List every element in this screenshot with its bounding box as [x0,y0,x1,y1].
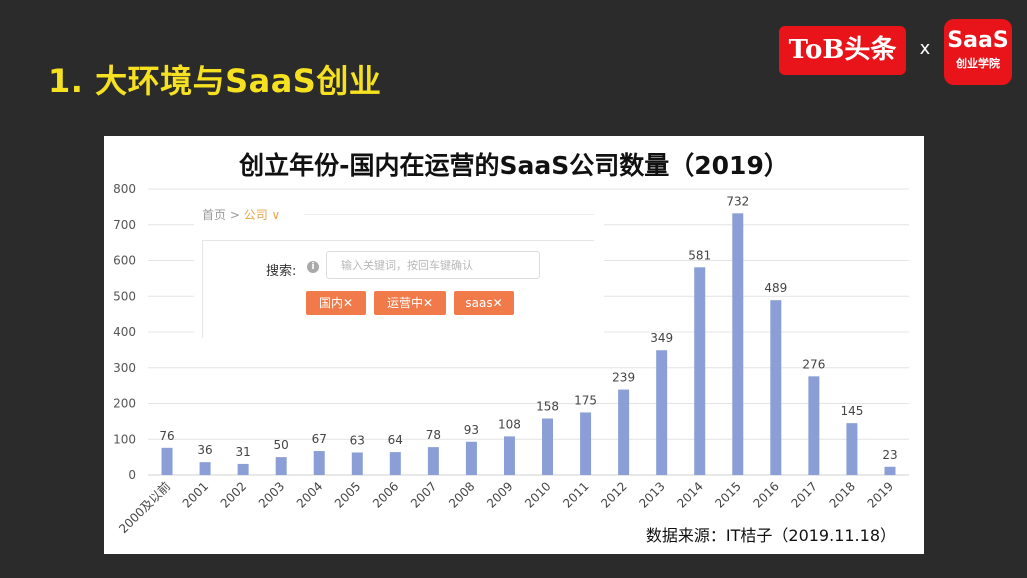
data-label: 76 [159,429,174,443]
bar [161,447,173,475]
bar [580,412,592,475]
bar [542,418,554,475]
tob-logo: ToB头条 [779,26,906,75]
search-input[interactable] [326,251,540,279]
bar [237,463,249,475]
x-tick-label: 2005 [332,479,363,510]
breadcrumb: 首页 > 公司 ∨ [202,206,280,223]
x-tick-label: 2009 [484,479,515,510]
data-label: 31 [235,445,250,459]
y-tick-label: 0 [128,468,136,482]
x-tick-label: 2014 [674,479,705,510]
data-label: 276 [802,357,825,371]
data-label: 145 [840,404,863,418]
x-tick-label: 2011 [560,479,591,510]
saas-logo: SaaS 创业学院 [944,19,1012,85]
x-tick-label: 2004 [294,479,325,510]
x-tick-label: 2007 [408,479,439,510]
y-tick-label: 100 [113,432,136,446]
bar [503,436,515,475]
slide-title: 1. 大环境与SaaS创业 [48,62,382,100]
embedded-search-widget: 首页 > 公司 ∨ 搜索: i 国内✕ 运营中✕ saas✕ [194,198,604,338]
data-label: 108 [498,417,521,431]
bar [808,376,820,475]
data-label: 93 [464,423,479,437]
data-label: 175 [574,393,597,407]
data-source: 数据来源：IT桔子（2019.11.18） [645,526,896,545]
data-label: 158 [536,400,559,414]
data-label: 36 [197,443,212,457]
saas-logo-subtext: 创业学院 [956,57,1000,70]
x-tick-label: 2002 [218,479,249,510]
data-label: 63 [350,433,365,447]
bar [846,423,858,475]
widget-border-left [202,240,203,338]
saas-logo-text: SaaS [947,28,1009,53]
data-label: 581 [688,248,711,262]
x-tick-label: 2000及以前 [115,479,173,537]
bar [884,466,896,475]
widget-border-top [202,240,594,241]
x-tick-label: 2018 [827,479,858,510]
bar [427,447,439,475]
x-tick-label: 2010 [522,479,553,510]
x-tick-label: 2017 [788,479,819,510]
data-label: 349 [650,331,673,345]
breadcrumb-home[interactable]: 首页 > [202,208,240,222]
bar [275,457,287,475]
bar [313,451,325,475]
bar [618,389,630,475]
bar [656,350,668,475]
widget-divider [304,214,594,215]
logo-separator: x [919,38,931,59]
x-tick-label: 2016 [750,479,781,510]
bar [465,441,477,475]
data-label: 67 [312,432,327,446]
x-tick-label: 2001 [180,479,211,510]
bar [770,300,782,475]
data-label: 23 [882,448,897,462]
y-tick-label: 400 [113,325,136,339]
x-tick-label: 2006 [370,479,401,510]
x-tick-label: 2019 [865,479,896,510]
filter-tag-domestic[interactable]: 国内✕ [306,291,366,315]
x-tick-label: 2008 [446,479,477,510]
data-label: 239 [612,371,635,385]
x-tick-label: 2003 [256,479,287,510]
data-label: 732 [726,194,749,208]
data-label: 50 [274,438,289,452]
filter-tag-operating[interactable]: 运营中✕ [374,291,446,315]
bar [351,452,363,475]
data-label: 64 [388,433,403,447]
bar [694,267,706,475]
chart-title: 创立年份-国内在运营的SaaS公司数量（2019） [239,151,789,180]
filter-tag-saas[interactable]: saas✕ [454,291,514,315]
y-tick-label: 200 [113,397,136,411]
data-label: 78 [426,428,441,442]
breadcrumb-current[interactable]: 公司 ∨ [243,208,281,222]
x-tick-label: 2012 [598,479,629,510]
y-tick-label: 700 [113,218,136,232]
bar [389,452,401,475]
bar [732,213,744,475]
search-label: 搜索: [266,264,297,279]
y-tick-label: 800 [113,182,136,196]
y-tick-label: 500 [113,289,136,303]
data-label: 489 [764,281,787,295]
y-tick-label: 600 [113,254,136,268]
info-icon: i [307,261,319,273]
y-tick-label: 300 [113,361,136,375]
bar [199,462,211,475]
x-tick-label: 2013 [636,479,667,510]
x-tick-label: 2015 [712,479,743,510]
chart-panel: 0 100 200 300 400 500 600 700 800 76 2000及以前 36 2001… [104,136,924,554]
